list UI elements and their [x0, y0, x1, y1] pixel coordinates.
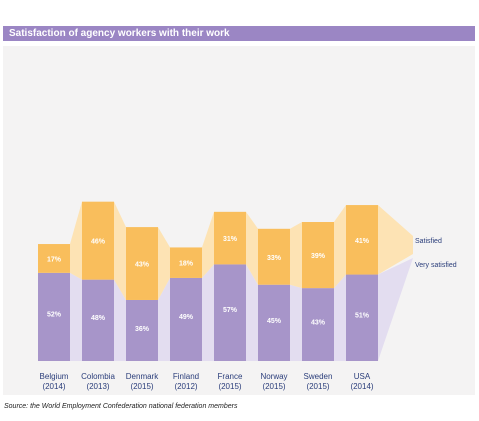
data-label-satisfied: 33% [267, 255, 282, 262]
category-label: Norway [260, 372, 287, 381]
satisfied-connector [158, 227, 170, 300]
legend-satisfied: Satisfied [415, 238, 442, 245]
chart-title-bar: Satisfaction of agency workers with thei… [3, 26, 475, 41]
chart-title: Satisfaction of agency workers with thei… [9, 28, 230, 39]
satisfied-connector [70, 201, 82, 280]
data-label-satisfied: 17% [47, 256, 62, 263]
very-satisfied-connector [70, 272, 82, 361]
category-label: Belgium [40, 372, 69, 381]
data-label-very-satisfied: 49% [179, 314, 194, 321]
chart-svg: 52%17%Belgium(2014)48%46%Colombia(2013)3… [38, 201, 457, 391]
category-year-label: (2013) [86, 382, 109, 391]
bar-satisfied [170, 247, 202, 278]
bar-satisfied [82, 201, 114, 280]
legend-very-satisfied: Very satisfied [415, 262, 457, 269]
data-label-very-satisfied: 43% [311, 320, 326, 327]
bar-satisfied [126, 227, 158, 300]
bar-satisfied [214, 211, 246, 265]
data-label-satisfied: 43% [135, 262, 150, 269]
data-label-satisfied: 41% [355, 238, 370, 245]
satisfied-legend-band [378, 205, 413, 275]
very-satisfied-connector [290, 284, 302, 361]
bar-very-satisfied [126, 299, 158, 361]
data-label-satisfied: 18% [179, 261, 194, 268]
category-label: Denmark [126, 372, 159, 381]
data-label-very-satisfied: 52% [47, 311, 62, 318]
bar-very-satisfied [38, 272, 70, 361]
category-year-label: (2015) [218, 382, 241, 391]
very-satisfied-connector [158, 277, 170, 361]
category-year-label: (2014) [350, 382, 373, 391]
bar-very-satisfied [346, 274, 378, 361]
bar-satisfied [38, 244, 70, 273]
bar-satisfied [258, 228, 290, 285]
very-satisfied-connector [334, 274, 346, 361]
data-label-very-satisfied: 57% [223, 307, 238, 314]
bar-satisfied [302, 222, 334, 289]
category-year-label: (2015) [130, 382, 153, 391]
satisfied-connector [246, 211, 258, 285]
category-label: USA [354, 372, 371, 381]
bar-very-satisfied [170, 277, 202, 361]
very-satisfied-connector [246, 264, 258, 361]
data-label-very-satisfied: 36% [135, 326, 150, 333]
satisfied-connector [334, 205, 346, 289]
category-year-label: (2015) [262, 382, 285, 391]
data-label-very-satisfied: 45% [267, 318, 282, 325]
bar-very-satisfied [258, 284, 290, 361]
category-label: Finland [173, 372, 199, 381]
satisfied-connector [114, 201, 126, 300]
bar-satisfied [346, 205, 378, 275]
chart-panel: 52% 17% Belgium (2014) 48% 46% Colombia (2013) 3… [3, 46, 475, 395]
category-label: Sweden [304, 372, 333, 381]
source-note: Source: the World Employment Confederati… [4, 403, 238, 410]
category-year-label: (2012) [174, 382, 197, 391]
very-satisfied-legend-band [378, 258, 413, 361]
category-label: France [218, 372, 243, 381]
bar-very-satisfied [214, 264, 246, 361]
category-label: Colombia [81, 372, 115, 381]
bar-very-satisfied [302, 288, 334, 361]
data-label-satisfied: 31% [223, 236, 238, 243]
bar-very-satisfied [82, 279, 114, 361]
very-satisfied-connector [202, 264, 214, 361]
category-year-label: (2014) [42, 382, 65, 391]
satisfied-connector [290, 222, 302, 289]
data-label-very-satisfied: 48% [91, 315, 106, 322]
very-satisfied-connector [114, 279, 126, 361]
satisfied-connector [202, 211, 214, 278]
data-label-satisfied: 39% [311, 253, 326, 260]
data-label-satisfied: 46% [91, 239, 106, 246]
data-label-very-satisfied: 51% [355, 312, 370, 319]
category-year-label: (2015) [306, 382, 329, 391]
